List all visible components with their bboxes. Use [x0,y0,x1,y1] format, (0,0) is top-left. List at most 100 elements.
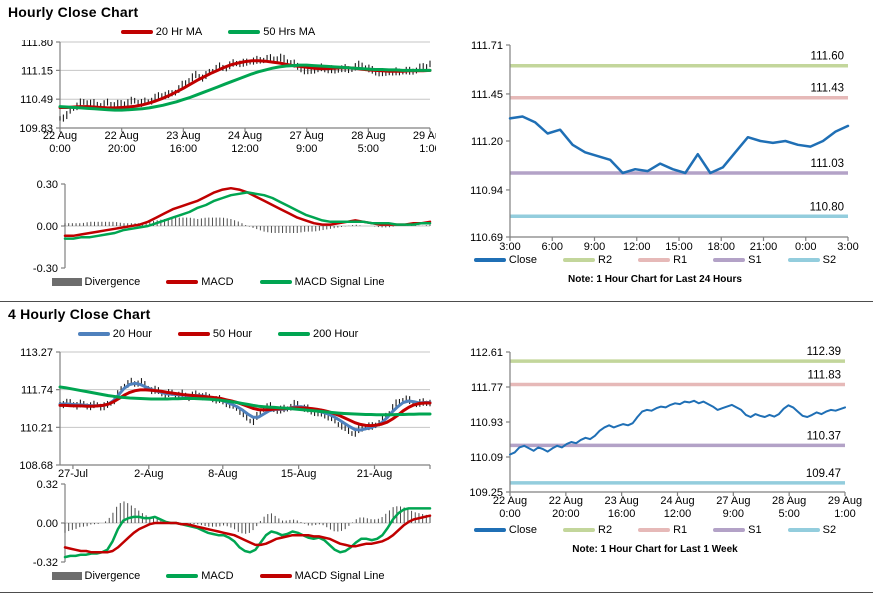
x-tick-label: 18:00 [707,241,735,252]
r1-level: 111.83 [510,370,845,387]
hourly-close-chart: 20 Hr MA 50 Hrs MA 111.80 111.15 110.49 109.8… [0,24,436,176]
x-tick-label: 21:00 [750,241,778,252]
s2-level-label: 110.80 [810,201,844,213]
s2-level-label: 109.47 [806,468,841,480]
x-tick-label: 12:00 [231,143,259,155]
y-tick-label: 110.09 [470,452,503,464]
legend-item-s2: S2 [787,254,837,266]
legend-label: Close [508,524,538,536]
four_hourly_macd-plot: 0.32 0.00 -0.32 [33,480,432,568]
four_hourly_close-legend: 20 Hour 50 Hour 200 Hour [77,326,358,342]
y-tick-label: 110.49 [20,94,53,106]
divergence-bars [64,501,431,534]
200-hour-swatch [278,332,310,336]
four_hourly_close-plot: 113.27 111.74 110.21 108.68 27-Jul 2-Aug 8-Aug… [19,347,432,480]
legend-item-s1: S1 [713,254,762,266]
y-tick-label: -0.32 [33,557,58,568]
s1-level: 111.03 [510,158,848,175]
x-tick-label: 9:00 [296,143,317,155]
divergence-swatch [51,572,82,580]
four-hourly-close-chart: 20 Hour 50 Hour 200 Hour 113.27 111.74 110.21… [0,326,436,480]
y-tick-label: 113.27 [20,347,53,359]
y-tick-label: -0.30 [33,263,58,274]
r2-level-label: 112.39 [807,346,841,358]
x-tick-label: 24 Aug [660,495,694,507]
axes: 0.32 0.00 -0.32 [33,480,66,568]
x-tick-label: 16:00 [608,508,636,520]
legend-label: Divergence [84,276,141,288]
legend-label: 200 Hour [313,328,359,340]
weekly_pivot-plot: 112.39 111.83 110.37 109.47 112.61 111.77 110.… [469,346,862,520]
y-tick-label: 110.21 [20,422,53,434]
x-tick-label: 12:00 [664,508,692,520]
x-tick-label: 2-Aug [134,468,163,480]
legend-label: S2 [822,254,837,266]
signal-line [63,191,432,240]
x-tick-label: 3:00 [837,241,858,252]
legend-item-20-hour: 20 Hour [77,328,152,340]
legend-item-macd: MACD [166,570,234,582]
20-hour-swatch [77,332,110,336]
x-tick-label: 0:00 [499,508,520,520]
s1-level-label: 111.03 [811,158,844,170]
legend-label: Divergence [84,570,141,582]
bottom-divider [0,592,873,593]
legend-item-50-hrs-ma: 50 Hrs MA [228,26,315,38]
macd-signal-line-swatch [259,280,292,284]
signal-line [63,514,432,554]
close-swatch [473,528,506,532]
close-line [509,399,846,456]
legend-label: R2 [598,254,613,266]
macd-swatch [166,574,199,578]
x-tick-label: 29 Aug [828,495,862,507]
legend-label: R1 [673,254,688,266]
x-tick-label: 27 Aug [716,495,750,507]
x-tick-label: 5:00 [778,508,799,520]
x-tick-label: 1:00 [419,143,436,155]
r1-swatch [638,258,671,262]
r1-level-label: 111.83 [808,370,841,382]
legend-label: R2 [598,524,613,536]
legend-item-s2: S2 [787,524,836,536]
legend-item-r1: R1 [638,254,687,266]
x-tick-label: 8-Aug [208,468,237,480]
legend-item-divergence: Divergence [51,276,141,288]
legend-item-r1: R1 [638,524,687,536]
legend-label: 50 Hour [212,328,252,340]
x-tick-label: 9:00 [723,508,744,520]
legend-label: MACD Signal Line [294,570,385,582]
legend-label: 50 Hrs MA [263,26,316,38]
ma50-line [58,63,432,112]
close-swatch [473,258,506,262]
r2-level-label: 111.60 [811,51,844,63]
legend-label: S1 [748,254,762,266]
x-tick-label: 27-Jul [58,468,88,480]
legend-item-200-hour: 200 Hour [278,328,358,340]
y-tick-label: 109.25 [469,487,503,499]
axes: 0.30 0.00 -0.30 [33,179,66,274]
hourly_pivot-legend: Close R2 R1 S1 S2 [473,252,837,268]
y-tick-label: 111.71 [471,40,503,52]
x-tick-label: 0:00 [49,143,70,155]
x-tick-label: 0:00 [795,241,816,252]
legend-label: Close [508,254,538,266]
four-hourly-macd-chart: 0.32 0.00 -0.32 Divergence MACD MACD Signal L… [0,480,436,584]
s1-level: 110.37 [510,430,845,448]
x-tick-label: 16:00 [170,143,198,155]
x-tick-label: 24 Aug [228,130,262,142]
y-tick-label: 112.61 [470,347,503,359]
y-tick-label: 111.77 [471,382,503,394]
y-tick-label: 111.74 [21,385,53,397]
close-line [508,115,850,175]
x-tick-label: 28 Aug [772,495,806,507]
section-title-hourly: Hourly Close Chart [8,4,139,20]
x-tick-label: 15-Aug [281,468,316,480]
y-tick-label: 111.20 [471,136,503,148]
hourly_macd-legend: Divergence MACD MACD Signal Line [51,274,384,290]
20-hr-ma-swatch [120,30,153,34]
weekly_pivot-note: Note: 1 Hour Chart for Last 1 Week [572,544,738,555]
legend-item-macd: MACD [166,276,234,288]
s1-level-label: 110.37 [807,430,841,442]
x-tick-label: 6:00 [542,241,563,252]
weekly_pivot-legend: Close R2 R1 S1 S2 [473,522,836,538]
